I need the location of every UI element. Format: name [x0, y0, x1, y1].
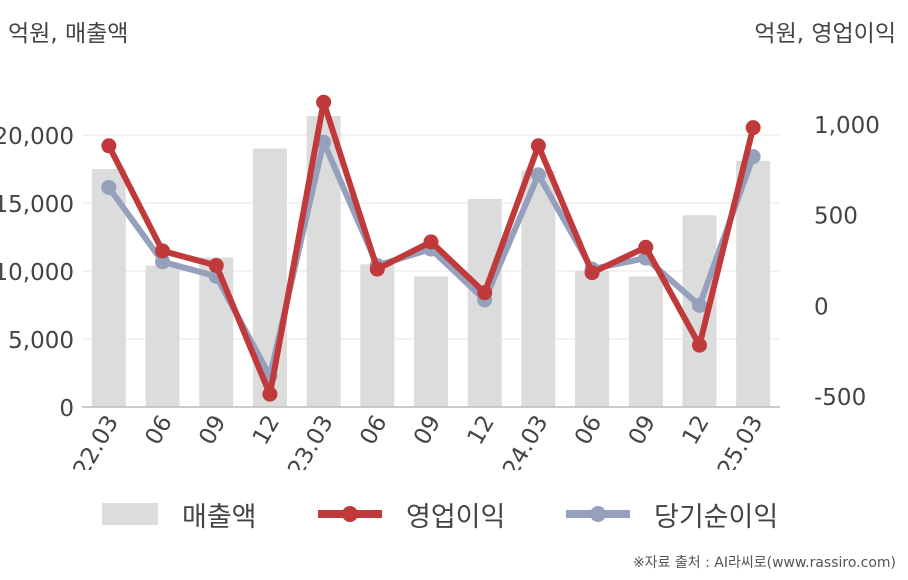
left-tick-label: 10,000 — [0, 260, 74, 286]
legend-item-revenue: 매출액 — [102, 496, 257, 533]
point-op-profit — [101, 138, 117, 154]
right-tick-label: 500 — [814, 204, 858, 230]
bar-revenue — [91, 169, 126, 407]
x-tick-label: 06 — [355, 411, 392, 449]
point-op-profit — [316, 94, 332, 110]
left-tick-label: 0 — [59, 396, 74, 422]
bar-revenue — [145, 265, 180, 407]
combo-chart: 0 5,000 10,000 15,000 20,000 -500 0 500 1,000 22.… — [0, 94, 880, 470]
x-tick-label: 06 — [141, 411, 178, 449]
x-tick-label: 12 — [248, 411, 285, 449]
legend-item-op-profit: 영업이익 — [318, 496, 506, 533]
point-op-profit — [745, 120, 761, 136]
legend-swatch-op-profit — [318, 506, 382, 522]
x-tick-label: 12 — [678, 411, 715, 449]
right-tick-label: 0 — [814, 294, 829, 320]
x-tick-label: 09 — [409, 411, 446, 449]
x-tick-label: 09 — [624, 411, 661, 449]
point-op-profit — [584, 265, 600, 281]
point-op-profit — [691, 337, 707, 353]
legend-swatch-net-profit — [566, 506, 630, 522]
bar-revenue — [736, 160, 771, 407]
left-tick-label: 15,000 — [0, 192, 74, 218]
x-tick-label: 23.03 — [283, 411, 338, 470]
left-tick-label: 5,000 — [8, 328, 74, 354]
left-axis-unit: 억원, 매출액 — [8, 21, 129, 47]
x-tick-label: 25.03 — [713, 411, 768, 470]
point-net-profit — [155, 254, 171, 270]
legend-label-net-profit: 당기순이익 — [654, 501, 779, 533]
legend-swatch-bar — [102, 503, 158, 525]
legend-item-net-profit: 당기순이익 — [566, 496, 779, 533]
left-tick-label: 20,000 — [0, 124, 74, 150]
point-net-profit — [691, 297, 707, 313]
point-op-profit — [369, 261, 385, 277]
bar-revenue — [628, 276, 663, 407]
point-op-profit — [423, 234, 439, 250]
x-tick-label: 24.03 — [498, 411, 553, 470]
x-tick-label: 12 — [463, 411, 500, 449]
source-note: ※자료 출처 : AI라씨로(www.rassiro.com) — [632, 555, 896, 571]
point-net-profit — [101, 179, 117, 195]
x-tick-label: 09 — [194, 411, 231, 449]
bar-revenue — [575, 271, 610, 407]
point-op-profit — [530, 138, 546, 154]
point-op-profit — [477, 285, 493, 301]
point-op-profit — [638, 239, 654, 255]
point-op-profit — [155, 243, 171, 259]
right-tick-label: 1,000 — [814, 113, 880, 139]
legend-label-revenue: 매출액 — [182, 501, 257, 533]
bar-revenue — [414, 276, 448, 407]
x-tick-label: 22.03 — [69, 411, 124, 470]
point-net-profit — [530, 167, 546, 183]
point-op-profit — [262, 386, 278, 402]
right-tick-label: -500 — [814, 385, 866, 411]
legend-label-op-profit: 영업이익 — [406, 501, 506, 533]
point-op-profit — [208, 257, 224, 273]
bar-revenue — [360, 264, 395, 407]
x-tick-label: 06 — [570, 411, 607, 449]
bar-revenue — [521, 170, 556, 407]
right-axis-unit: 억원, 영업이익 — [754, 21, 896, 47]
